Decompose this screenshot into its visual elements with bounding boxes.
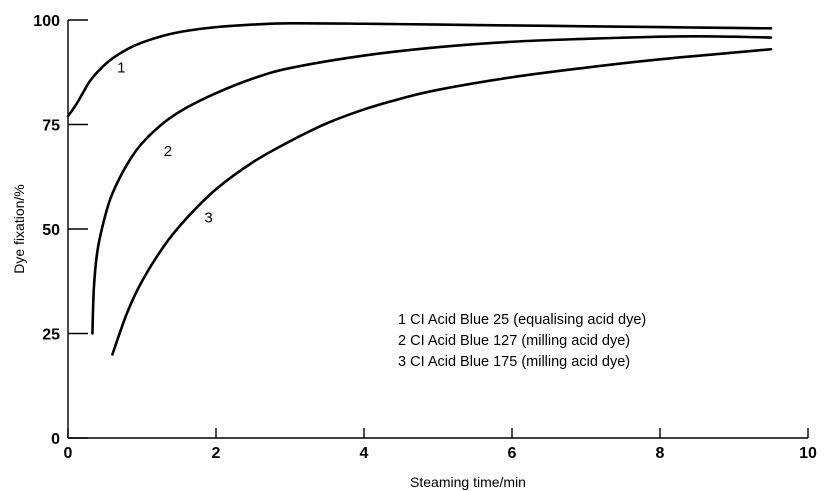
x-tick-label: 8	[656, 445, 665, 462]
curve-labels: 1 2 3	[117, 59, 213, 226]
series-line-3	[111, 47, 773, 356]
legend-entry-3: 3 CI Acid Blue 175 (milling acid dye)	[398, 354, 630, 370]
x-tick-label: 2	[212, 445, 221, 462]
series-line-2	[91, 34, 773, 335]
x-axis-label: Steaming time/min	[410, 474, 526, 490]
curve-label-1: 1	[117, 59, 125, 76]
series-lines	[66, 22, 773, 356]
x-tick-label: 10	[799, 445, 817, 462]
curve-label-3: 3	[204, 210, 212, 227]
x-tick-label: 6	[508, 445, 517, 462]
y-axis-label: Dye fixation/%	[11, 184, 27, 273]
y-tick-label: 25	[42, 327, 60, 344]
legend: 1 CI Acid Blue 25 (equalising acid dye) 2…	[398, 312, 646, 370]
axes	[67, 20, 808, 439]
y-tick-label: 50	[42, 222, 60, 239]
x-tick-label: 0	[64, 445, 73, 462]
legend-entry-2: 2 CI Acid Blue 127 (milling acid dye)	[398, 333, 630, 349]
x-tick-label: 4	[360, 445, 369, 462]
y-tick-label: 75	[42, 118, 60, 135]
legend-entry-1: 1 CI Acid Blue 25 (equalising acid dye)	[398, 312, 646, 328]
series-line-1	[66, 22, 773, 118]
curve-label-2: 2	[164, 143, 172, 160]
y-tick-label: 0	[51, 431, 60, 448]
y-tick-label: 100	[33, 13, 60, 30]
